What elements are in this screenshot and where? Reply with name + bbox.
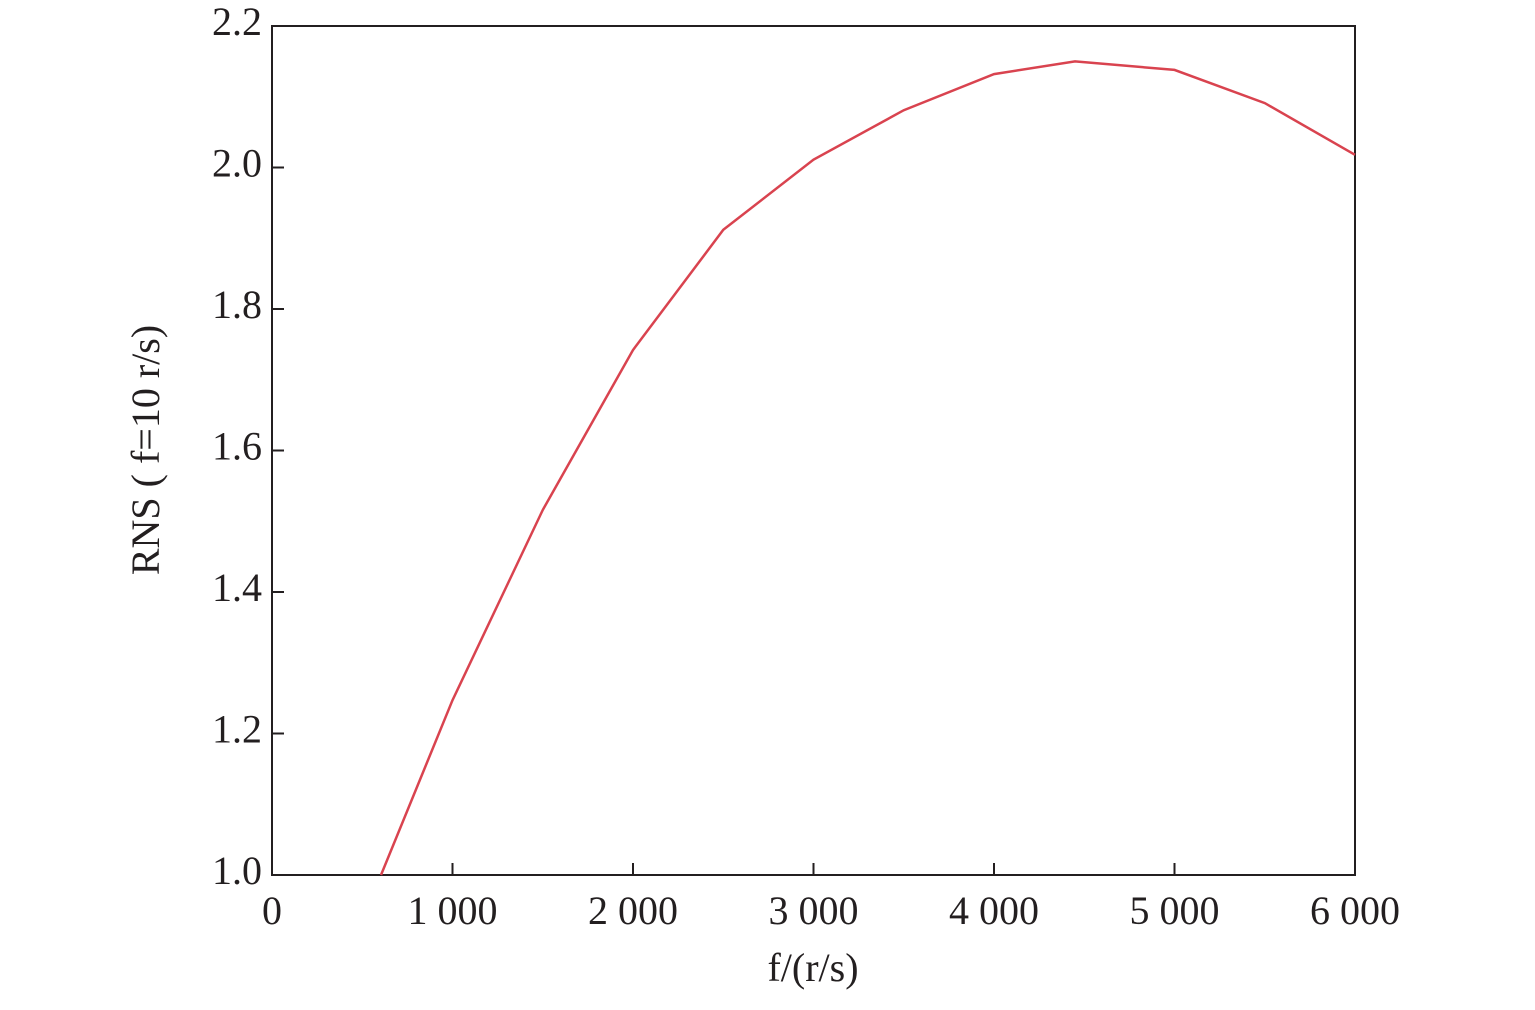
y-tick-label: 1.6 <box>212 424 262 469</box>
x-tick-label: 2 000 <box>588 888 678 933</box>
plot-frame <box>271 25 1356 876</box>
x-tick-label: 4 000 <box>949 888 1039 933</box>
x-axis-label: f/(r/s) <box>767 945 858 990</box>
y-tick-label: 1.8 <box>212 282 262 327</box>
y-tick-label: 2.2 <box>212 0 262 44</box>
x-tick-label: 1 000 <box>408 888 498 933</box>
x-tick-label: 5 000 <box>1130 888 1220 933</box>
y-axis-label: RNS ( f=10 r/s) <box>123 325 168 575</box>
y-tick-label: 1.4 <box>212 565 262 610</box>
x-tick-label: 6 000 <box>1310 888 1400 933</box>
x-tick-label: 0 <box>262 888 282 933</box>
y-tick-label: 1.2 <box>212 707 262 752</box>
y-tick-label: 2.0 <box>212 141 262 186</box>
x-tick-label: 3 000 <box>769 888 859 933</box>
line <box>379 60 1356 876</box>
y-tick-label: 1.0 <box>212 848 262 893</box>
